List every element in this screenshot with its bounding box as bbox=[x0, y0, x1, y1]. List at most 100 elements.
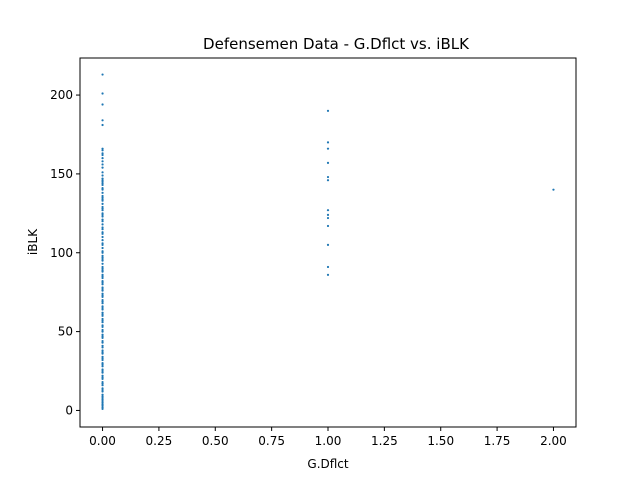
data-point bbox=[101, 371, 104, 374]
data-point bbox=[101, 362, 104, 365]
data-point bbox=[101, 231, 104, 234]
data-point bbox=[101, 398, 104, 401]
data-point bbox=[101, 198, 104, 201]
y-tick-label: 200 bbox=[50, 88, 73, 102]
data-point bbox=[101, 194, 104, 198]
x-tick-label: 0.00 bbox=[89, 434, 116, 448]
x-axis-label: G.Dflct bbox=[307, 457, 349, 471]
x-tick-label: 0.25 bbox=[146, 434, 173, 448]
data-point bbox=[101, 213, 104, 217]
data-point bbox=[101, 226, 104, 229]
data-point bbox=[101, 384, 104, 387]
data-point bbox=[101, 218, 104, 221]
data-point bbox=[101, 235, 104, 239]
data-point bbox=[101, 191, 104, 194]
x-tick-label: 1.00 bbox=[315, 434, 342, 448]
data-point bbox=[101, 390, 104, 393]
data-point bbox=[101, 298, 104, 302]
x-tick-label: 0.75 bbox=[258, 434, 285, 448]
data-point bbox=[101, 250, 104, 253]
data-point bbox=[101, 393, 104, 396]
data-point bbox=[101, 227, 104, 231]
data-point bbox=[101, 179, 104, 182]
data-point bbox=[326, 224, 330, 228]
data-point bbox=[101, 276, 104, 280]
data-point bbox=[101, 152, 104, 155]
data-point bbox=[101, 286, 104, 289]
data-point bbox=[101, 275, 104, 278]
data-point bbox=[101, 396, 104, 399]
data-point bbox=[101, 92, 104, 95]
data-point bbox=[101, 199, 104, 202]
data-point bbox=[101, 302, 104, 305]
data-point bbox=[101, 325, 104, 328]
data-point bbox=[101, 123, 104, 127]
data-point bbox=[101, 283, 104, 286]
data-point bbox=[101, 280, 104, 283]
data-point bbox=[326, 179, 330, 182]
data-point bbox=[101, 212, 104, 215]
data-point bbox=[101, 223, 104, 226]
data-point bbox=[101, 313, 104, 316]
data-point bbox=[101, 311, 104, 314]
data-point bbox=[101, 182, 104, 185]
data-point bbox=[101, 256, 104, 259]
data-point bbox=[101, 324, 104, 327]
data-point bbox=[101, 306, 104, 310]
data-point bbox=[101, 103, 104, 106]
data-point bbox=[101, 242, 104, 245]
data-point bbox=[101, 407, 104, 410]
x-axis-ticks: 0.00 0.25 0.50 0.75 1.00 1.25 1.50 1.75 2.00 bbox=[89, 427, 567, 448]
data-point bbox=[101, 73, 104, 76]
data-point bbox=[101, 374, 104, 377]
data-point bbox=[101, 404, 104, 407]
data-point bbox=[101, 401, 104, 404]
data-point bbox=[326, 141, 330, 144]
data-point bbox=[101, 292, 104, 295]
data-point bbox=[101, 267, 104, 270]
data-point bbox=[101, 352, 104, 355]
data-point bbox=[101, 363, 104, 366]
data-point bbox=[326, 273, 330, 276]
data-point bbox=[101, 281, 104, 284]
data-point bbox=[101, 289, 104, 292]
data-point bbox=[101, 357, 104, 360]
data-point bbox=[101, 174, 104, 177]
data-point bbox=[101, 382, 104, 385]
data-point bbox=[326, 243, 330, 246]
data-point bbox=[101, 196, 104, 199]
data-point bbox=[326, 147, 330, 150]
data-point bbox=[101, 268, 104, 272]
data-point bbox=[101, 171, 104, 174]
data-point bbox=[101, 243, 104, 246]
chart-title: Defensemen Data - G.Dflct vs. iBLK bbox=[203, 35, 470, 53]
data-point bbox=[101, 180, 104, 183]
x-tick-label: 1.50 bbox=[427, 434, 454, 448]
data-point bbox=[101, 257, 104, 261]
data-point bbox=[101, 119, 104, 122]
data-point bbox=[552, 188, 555, 191]
data-point bbox=[101, 232, 104, 235]
y-axis-ticks: 0 50 100 150 200 bbox=[50, 88, 80, 417]
data-point bbox=[101, 377, 104, 381]
data-point bbox=[101, 202, 104, 205]
data-point bbox=[101, 403, 104, 406]
data-point bbox=[101, 406, 104, 409]
data-point bbox=[101, 205, 104, 209]
data-point bbox=[101, 220, 104, 223]
data-point bbox=[326, 216, 330, 220]
data-point bbox=[101, 157, 104, 160]
data-point bbox=[101, 207, 104, 210]
data-point bbox=[101, 346, 104, 349]
y-tick-label: 50 bbox=[58, 325, 73, 339]
data-point bbox=[101, 186, 104, 190]
data-point bbox=[101, 153, 104, 157]
data-point bbox=[101, 209, 104, 212]
data-point bbox=[101, 254, 104, 258]
data-point bbox=[101, 294, 104, 297]
data-point bbox=[101, 321, 104, 324]
data-point bbox=[101, 395, 104, 398]
y-tick-label: 150 bbox=[50, 167, 73, 181]
data-point bbox=[101, 305, 104, 308]
